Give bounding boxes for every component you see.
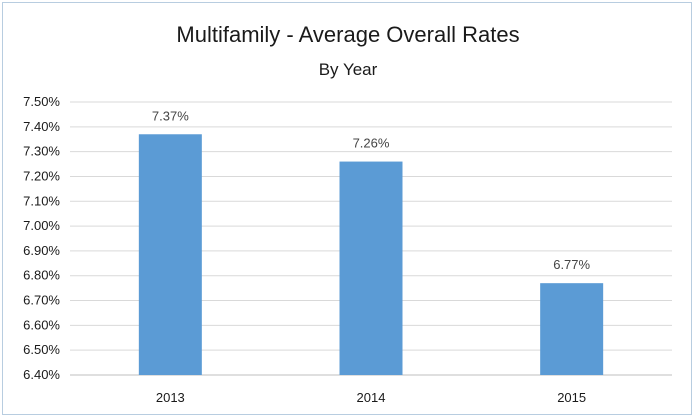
y-tick-label: 7.50%	[23, 94, 60, 109]
y-tick-label: 6.70%	[23, 293, 60, 308]
data-label: 7.37%	[152, 108, 189, 123]
x-tick-label: 2014	[357, 390, 386, 405]
bar-2014	[339, 161, 403, 375]
y-tick-label: 6.90%	[23, 243, 60, 258]
x-tick-label: 2015	[557, 390, 586, 405]
y-tick-label: 6.60%	[23, 317, 60, 332]
y-tick-label: 7.00%	[23, 218, 60, 233]
y-axis-ticks: 6.40% 6.50% 6.60% 6.70% 6.80% 6.90% 7.00% 7.10%…	[23, 94, 60, 382]
data-label: 6.77%	[553, 257, 590, 272]
bar-2015	[540, 283, 604, 375]
x-axis-ticks: 2013 2014 2015	[156, 390, 586, 405]
y-tick-label: 7.30%	[23, 144, 60, 159]
y-tick-label: 6.80%	[23, 268, 60, 283]
data-labels: 7.37% 7.26% 6.77%	[152, 108, 591, 272]
y-tick-label: 7.10%	[23, 193, 60, 208]
x-tick-label: 2013	[156, 390, 185, 405]
chart-subtitle: By Year	[319, 60, 378, 79]
y-tick-label: 7.20%	[23, 168, 60, 183]
bars	[138, 134, 604, 375]
y-tick-label: 6.50%	[23, 342, 60, 357]
bar-2013	[138, 134, 202, 375]
chart-title: Multifamily - Average Overall Rates	[176, 22, 519, 47]
data-label: 7.26%	[353, 136, 390, 151]
y-tick-label: 6.40%	[23, 367, 60, 382]
y-tick-label: 7.40%	[23, 119, 60, 134]
